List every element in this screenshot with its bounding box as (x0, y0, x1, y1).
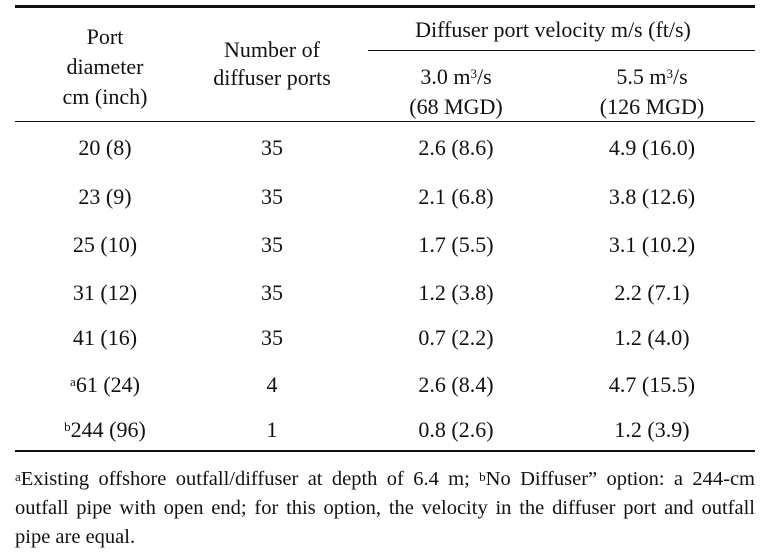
cell-velocity-3-0: 2.6 (8.6) (418, 134, 493, 162)
cell-value: 20 (8) (78, 135, 132, 160)
cell-value: 41 (16) (72, 325, 138, 350)
header-velocity-group: Diffuser port velocity m/s (ft/s) (415, 17, 691, 42)
table-row: b244 (96) 1 0.8 (2.6) 1.2 (3.9) (15, 416, 755, 446)
table-row: 41 (16) 35 0.7 (2.2) 1.2 (4.0) (15, 324, 755, 354)
cell-value: 2.2 (7.1) (614, 280, 690, 305)
cell-value: 31 (12) (72, 280, 138, 305)
header-line: cm (inch) (62, 84, 148, 109)
header-number-of-ports: Number of diffuser ports (213, 36, 331, 92)
cell-port-diameter: 20 (8) (78, 134, 131, 162)
superscript: 3 (666, 66, 673, 81)
cell-value: 61 (24) (75, 372, 140, 397)
cell-number-of-ports: 35 (261, 183, 283, 211)
cell-port-diameter: 23 (9) (78, 183, 131, 211)
footnote-b-text: No Diffuser” option: a 244-cm outfall pi… (15, 468, 755, 548)
header-flow-3-0: 3.0 m3/s (68 MGD) (409, 62, 503, 122)
table-row: 20 (8) 35 2.6 (8.6) 4.9 (16.0) (15, 134, 755, 164)
cell-value: 4.7 (15.5) (608, 372, 696, 397)
cell-value: 1.2 (4.0) (614, 325, 690, 350)
cell-value: 4.9 (16.0) (608, 135, 696, 160)
header-line: diameter (66, 54, 144, 79)
cell-velocity-3-0: 0.8 (2.6) (418, 416, 493, 444)
header-port-diameter: Port diameter cm (inch) (63, 22, 148, 112)
cell-velocity-3-0: 2.1 (6.8) (418, 183, 493, 211)
flow-unit: /s (672, 64, 688, 89)
cell-value: 35 (261, 135, 283, 160)
cell-velocity-5-5: 4.9 (16.0) (609, 134, 695, 162)
cell-value: 2.6 (8.6) (418, 135, 494, 160)
header-rule (15, 121, 755, 122)
header-line: Number of (224, 37, 320, 62)
footnote-a-text: Existing offshore outfall/diffuser at de… (20, 468, 480, 490)
cell-port-diameter: a61 (24) (70, 371, 140, 399)
cell-value: 35 (261, 184, 283, 209)
flow-label: 3.0 m (420, 64, 471, 89)
cell-value: 0.8 (2.6) (418, 417, 494, 442)
table-row: a61 (24) 4 2.6 (8.4) 4.7 (15.5) (15, 371, 755, 401)
flow-label: 5.5 m (616, 64, 667, 89)
cell-number-of-ports: 35 (261, 279, 283, 307)
header-line: diffuser ports (213, 65, 331, 90)
cell-port-diameter: 25 (10) (73, 231, 137, 259)
superscript: 3 (470, 66, 477, 81)
cell-value: 1 (266, 417, 278, 442)
cell-port-diameter: 31 (12) (73, 279, 137, 307)
cell-value: 25 (10) (72, 232, 138, 257)
flow-mgd: (68 MGD) (409, 94, 503, 119)
cell-value: 35 (261, 232, 283, 257)
cell-velocity-3-0: 1.2 (3.8) (418, 279, 493, 307)
cell-number-of-ports: 35 (261, 231, 283, 259)
header-flow-5-5: 5.5 m3/s (126 MGD) (600, 62, 705, 122)
cell-number-of-ports: 35 (261, 134, 283, 162)
cell-number-of-ports: 35 (261, 324, 283, 352)
cell-velocity-5-5: 3.1 (10.2) (609, 231, 695, 259)
cell-value: 35 (261, 325, 283, 350)
cell-value: 3.1 (10.2) (608, 232, 696, 257)
cell-value: 35 (261, 280, 283, 305)
header-line: Port (86, 24, 124, 49)
footnote-mark-a: a (15, 469, 21, 484)
cell-value: 3.8 (12.6) (608, 184, 696, 209)
cell-value: 23 (9) (78, 184, 132, 209)
cell-velocity-3-0: 1.7 (5.5) (418, 231, 493, 259)
table-row: 31 (12) 35 1.2 (3.8) 2.2 (7.1) (15, 279, 755, 309)
cell-velocity-5-5: 4.7 (15.5) (609, 371, 695, 399)
table-row: 23 (9) 35 2.1 (6.8) 3.8 (12.6) (15, 183, 755, 213)
cell-number-of-ports: 4 (267, 371, 278, 399)
flow-unit: /s (476, 64, 492, 89)
cell-value: 2.1 (6.8) (418, 184, 494, 209)
cell-value: 1.2 (3.9) (614, 417, 690, 442)
cell-velocity-3-0: 0.7 (2.2) (418, 324, 493, 352)
table-row: 25 (10) 35 1.7 (5.5) 3.1 (10.2) (15, 231, 755, 261)
footnote-mark: b (64, 419, 71, 434)
cell-number-of-ports: 1 (267, 416, 278, 444)
top-rule (15, 5, 755, 8)
flow-mgd: (126 MGD) (599, 94, 705, 119)
cell-value: 0.7 (2.2) (418, 325, 494, 350)
cell-velocity-5-5: 1.2 (3.9) (614, 416, 689, 444)
cell-velocity-5-5: 2.2 (7.1) (614, 279, 689, 307)
cell-value: 1.7 (5.5) (418, 232, 494, 257)
footnote-mark-b: b (479, 469, 486, 484)
cell-value: 4 (266, 372, 278, 397)
footnote-mark: a (70, 374, 76, 389)
cell-port-diameter: 41 (16) (73, 324, 137, 352)
cell-velocity-3-0: 2.6 (8.4) (418, 371, 493, 399)
bottom-rule (15, 450, 755, 452)
cell-port-diameter: b244 (96) (64, 416, 146, 444)
table-footnote: aExisting offshore outfall/diffuser at d… (15, 465, 755, 552)
cell-velocity-5-5: 3.8 (12.6) (609, 183, 695, 211)
cell-velocity-5-5: 1.2 (4.0) (614, 324, 689, 352)
cell-value: 1.2 (3.8) (418, 280, 494, 305)
cell-value: 244 (96) (70, 417, 146, 442)
cell-value: 2.6 (8.4) (418, 372, 494, 397)
velocity-group-rule (368, 50, 755, 51)
